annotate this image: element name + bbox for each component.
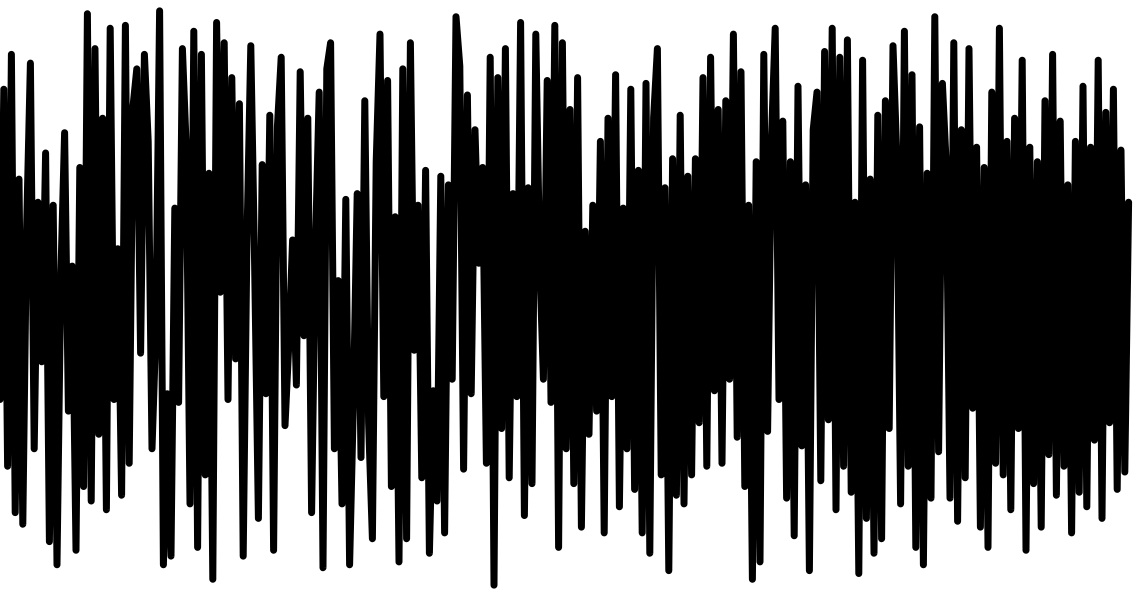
waveform-series-line (0, 7, 1133, 589)
